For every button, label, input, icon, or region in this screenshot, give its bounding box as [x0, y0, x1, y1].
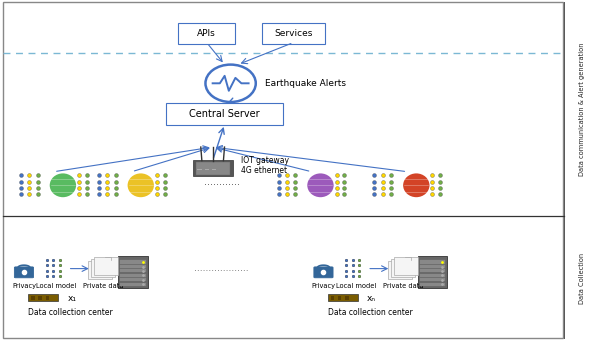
FancyBboxPatch shape	[420, 260, 445, 264]
Text: Privacy: Privacy	[311, 283, 335, 289]
Text: Earthquake Alerts: Earthquake Alerts	[265, 79, 346, 88]
Text: Central Server: Central Server	[189, 109, 260, 119]
FancyBboxPatch shape	[391, 259, 415, 277]
FancyBboxPatch shape	[88, 261, 112, 279]
FancyBboxPatch shape	[120, 260, 146, 264]
FancyBboxPatch shape	[212, 169, 216, 170]
FancyBboxPatch shape	[331, 296, 334, 300]
FancyBboxPatch shape	[3, 2, 563, 338]
FancyBboxPatch shape	[28, 294, 58, 301]
Text: xₙ: xₙ	[367, 294, 376, 303]
FancyBboxPatch shape	[166, 103, 283, 125]
Text: IOT gateway
4G ethernet: IOT gateway 4G ethernet	[241, 156, 289, 175]
Ellipse shape	[128, 173, 154, 197]
FancyBboxPatch shape	[420, 283, 445, 286]
Text: Private data: Private data	[383, 283, 423, 289]
Text: x₁: x₁	[68, 294, 77, 303]
Text: Data communication & Alert generation: Data communication & Alert generation	[579, 42, 585, 176]
Text: Data collection center: Data collection center	[328, 308, 413, 317]
FancyBboxPatch shape	[91, 259, 115, 277]
FancyBboxPatch shape	[94, 257, 118, 275]
Text: Data Collection: Data Collection	[579, 252, 585, 304]
FancyBboxPatch shape	[338, 296, 341, 300]
Ellipse shape	[403, 173, 429, 197]
FancyBboxPatch shape	[262, 23, 325, 44]
FancyBboxPatch shape	[418, 256, 447, 288]
Text: Privacy: Privacy	[12, 283, 36, 289]
FancyBboxPatch shape	[420, 269, 445, 272]
Text: Local model: Local model	[335, 283, 376, 289]
FancyBboxPatch shape	[120, 278, 146, 281]
FancyBboxPatch shape	[120, 274, 146, 277]
FancyBboxPatch shape	[388, 261, 412, 279]
Ellipse shape	[205, 65, 256, 102]
FancyBboxPatch shape	[205, 169, 209, 170]
Text: ............: ............	[204, 177, 240, 187]
FancyBboxPatch shape	[420, 278, 445, 281]
FancyBboxPatch shape	[328, 294, 358, 301]
FancyBboxPatch shape	[38, 296, 42, 300]
Text: Private data: Private data	[83, 283, 124, 289]
FancyBboxPatch shape	[420, 274, 445, 277]
FancyBboxPatch shape	[14, 267, 34, 278]
Text: Local model: Local model	[36, 283, 77, 289]
FancyBboxPatch shape	[178, 23, 235, 44]
FancyBboxPatch shape	[394, 257, 418, 275]
FancyBboxPatch shape	[314, 267, 333, 278]
Text: Data collection center: Data collection center	[28, 308, 113, 317]
Text: APIs: APIs	[197, 29, 216, 38]
FancyBboxPatch shape	[420, 265, 445, 268]
Ellipse shape	[307, 173, 334, 197]
FancyBboxPatch shape	[120, 269, 146, 272]
FancyBboxPatch shape	[46, 296, 49, 300]
Text: Services: Services	[274, 29, 313, 38]
Ellipse shape	[50, 173, 76, 197]
Text: ...................: ...................	[194, 264, 249, 273]
FancyBboxPatch shape	[118, 256, 148, 288]
FancyBboxPatch shape	[31, 296, 35, 300]
FancyBboxPatch shape	[198, 169, 201, 170]
FancyBboxPatch shape	[120, 265, 146, 268]
FancyBboxPatch shape	[195, 162, 230, 175]
FancyBboxPatch shape	[193, 160, 232, 176]
FancyBboxPatch shape	[120, 283, 146, 286]
FancyBboxPatch shape	[345, 296, 349, 300]
